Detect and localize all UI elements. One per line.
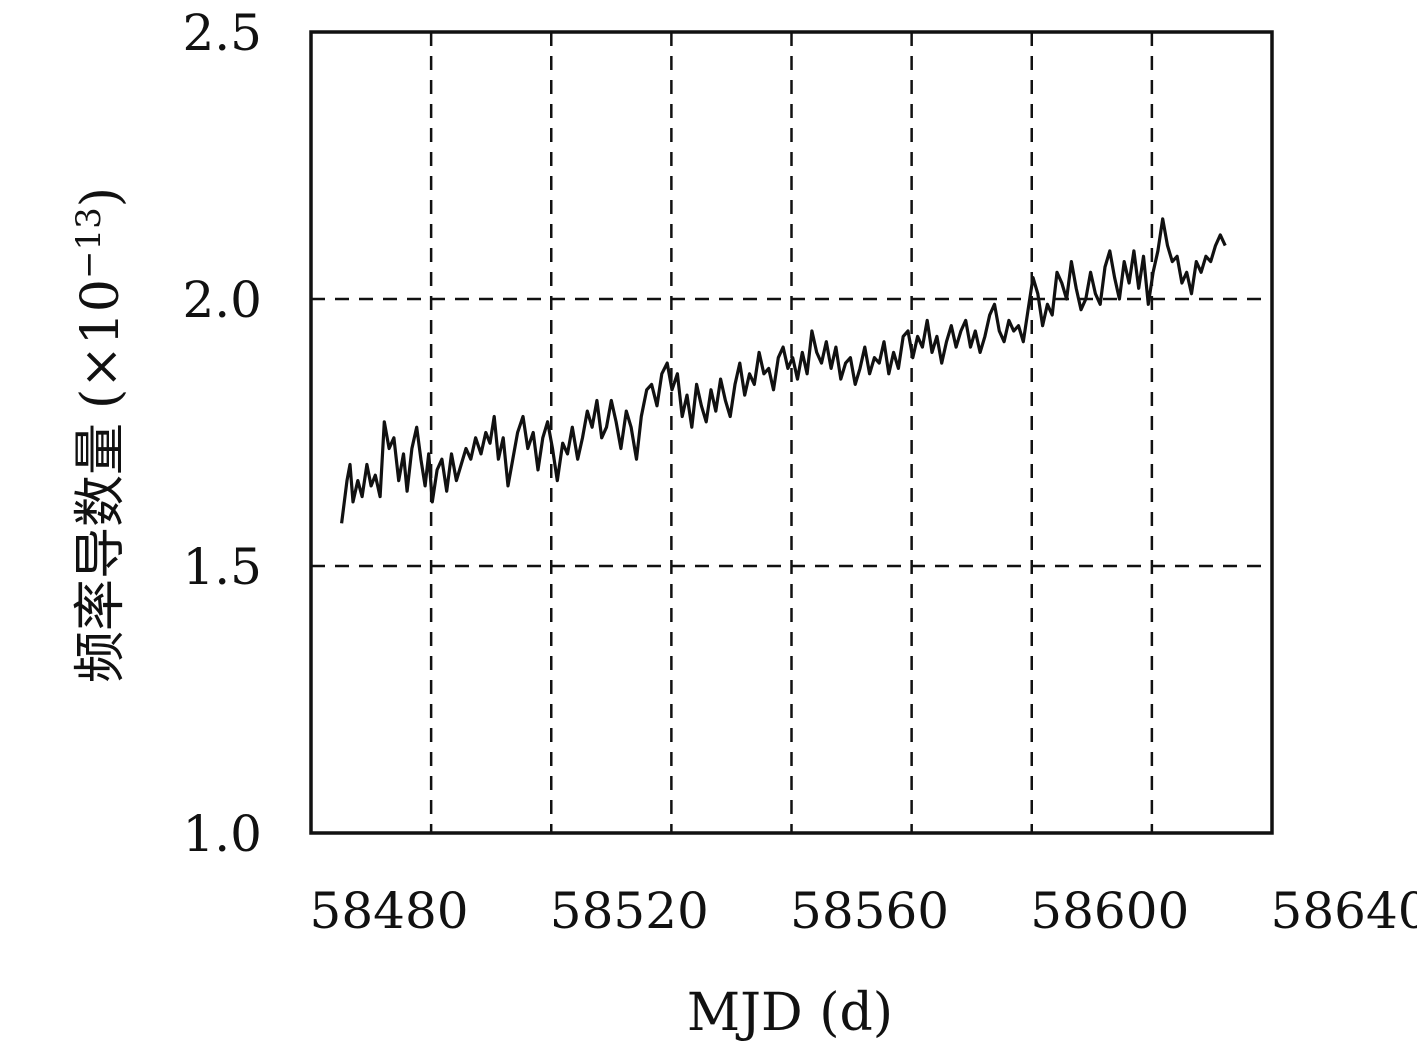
y-tick-label: 2.5 bbox=[182, 4, 262, 62]
y-axis-unit-exponent: −13 bbox=[69, 207, 109, 279]
y-tick-label: 2.0 bbox=[182, 271, 262, 329]
x-tick-labels: 58480 58520 58560 58600 58640 bbox=[310, 882, 1417, 940]
y-axis-label: 频率导数量 (×10−13) bbox=[69, 187, 131, 683]
grid-layer bbox=[311, 32, 1272, 833]
x-axis-label: MJD (d) bbox=[687, 983, 893, 1043]
y-axis-unit-suffix: ) bbox=[71, 187, 131, 207]
y-tick-labels: 1.0 1.5 2.0 2.5 bbox=[182, 4, 262, 863]
y-axis-unit-prefix: (×10 bbox=[71, 279, 131, 409]
x-tick-label: 58600 bbox=[1030, 882, 1189, 940]
plot-frame bbox=[309, 30, 1274, 835]
y-axis-label-text: 频率导数量 bbox=[71, 423, 131, 683]
y-tick-label: 1.0 bbox=[182, 805, 262, 863]
x-tick-label: 58520 bbox=[550, 882, 709, 940]
y-tick-label: 1.5 bbox=[182, 538, 262, 596]
x-tick-label: 58480 bbox=[310, 882, 469, 940]
svg-text:频率导数量(×10−13): 频率导数量 (×10−13) bbox=[69, 187, 131, 683]
series-line bbox=[340, 217, 1227, 524]
x-tick-label: 58560 bbox=[790, 882, 949, 940]
x-tick-label: 58640 bbox=[1271, 882, 1417, 940]
